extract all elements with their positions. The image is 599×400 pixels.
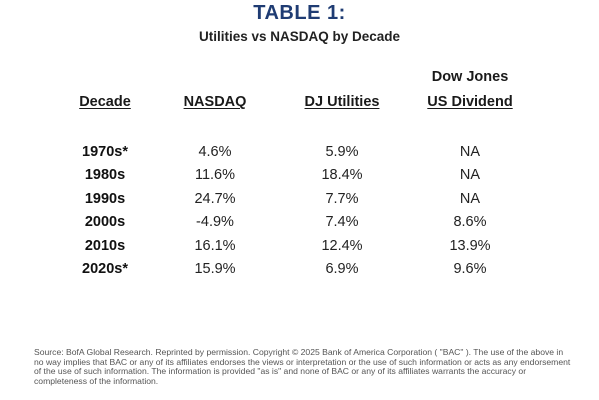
cell-dividend: 13.9% [449,238,491,254]
cell-nasdaq: 24.7% [194,191,236,207]
cell-dividend: NA [459,191,481,207]
cell-dividend: 9.6% [453,261,487,277]
cell-decade: 2020s* [82,261,128,277]
cell-nasdaq: -4.9% [196,214,234,230]
table-title: TABLE 1: [253,2,346,24]
cell-decade: 1990s [84,191,126,207]
cell-dj-utilities: 18.4% [321,167,363,183]
header-dj-utilities: DJ Utilities [304,94,380,110]
cell-dividend: 8.6% [453,214,487,230]
cell-nasdaq: 4.6% [198,144,232,160]
cell-nasdaq: 15.9% [194,261,236,277]
cell-dj-utilities: 12.4% [321,238,363,254]
cell-decade: 1970s* [82,144,128,160]
source-footnote: Source: BofA Global Research. Reprinted … [34,347,571,386]
cell-dj-utilities: 6.9% [325,261,359,277]
cell-nasdaq: 16.1% [194,238,236,254]
cell-decade: 1980s [84,167,126,183]
header-decade: Decade [79,94,131,110]
cell-dividend: NA [459,167,481,183]
cell-decade: 2010s [84,238,126,254]
header-dow-jones: Dow Jones [431,69,509,85]
header-nasdaq: NASDAQ [183,94,247,110]
header-us-dividend: US Dividend [427,94,513,110]
cell-nasdaq: 11.6% [194,167,236,183]
cell-dj-utilities: 5.9% [325,144,359,160]
cell-decade: 2000s [84,214,126,230]
cell-dj-utilities: 7.7% [325,191,359,207]
cell-dividend: NA [459,144,481,160]
table-subtitle: Utilities vs NASDAQ by Decade [198,29,401,44]
cell-dj-utilities: 7.4% [325,214,359,230]
